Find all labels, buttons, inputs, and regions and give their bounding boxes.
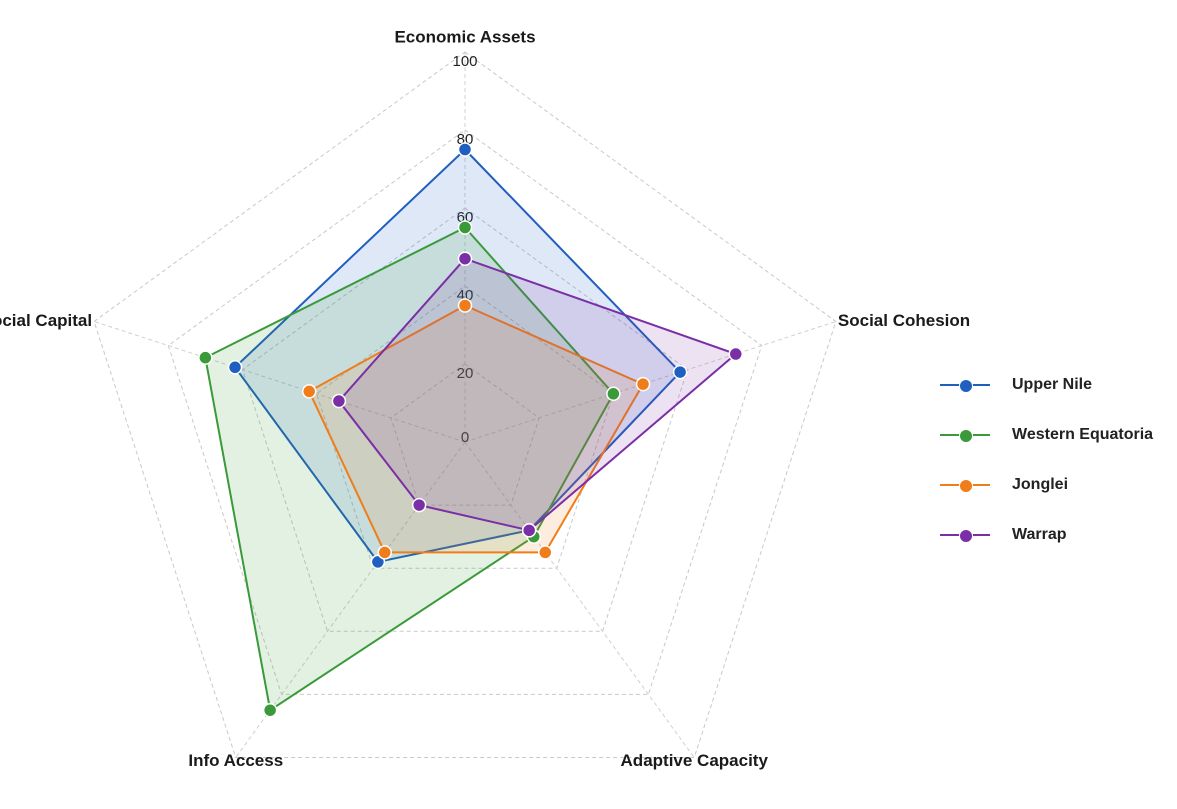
- legend: Upper Nile Western Equatoria Jonglei Warrap: [940, 360, 1153, 560]
- spoke-adaptive-capacity: [464, 441, 695, 758]
- axis-label-economic-assets: Economic Assets: [394, 27, 535, 46]
- tick-label-100: 100: [452, 53, 477, 70]
- point-jonglei-info-access: [377, 545, 393, 560]
- legend-item-jonglei: Jonglei: [940, 460, 1153, 510]
- axis-label-info-access: Info Access: [188, 751, 283, 770]
- series-area-western-equatoria: [204, 226, 615, 712]
- legend-swatch: [940, 476, 990, 494]
- legend-item-upper-nile: Upper Nile: [940, 360, 1153, 410]
- legend-marker: [959, 379, 973, 393]
- legend-label: Jonglei: [1012, 476, 1069, 493]
- axis-label-adaptive-capacity: Adaptive Capacity: [621, 751, 769, 770]
- tick-label-0: 0: [461, 429, 469, 446]
- legend-swatch: [940, 426, 990, 444]
- point-western-equatoria-economic-assets: [457, 220, 473, 235]
- point-warrap-info-access: [411, 497, 427, 513]
- legend-label: Warrap: [1012, 526, 1067, 543]
- point-western-equatoria-social-cohesion: [606, 386, 621, 402]
- legend-label: Upper Nile: [1012, 376, 1093, 393]
- legend-swatch: [940, 526, 990, 544]
- point-jonglei-social-cohesion: [635, 376, 651, 392]
- legend-swatch: [940, 376, 990, 394]
- legend-marker: [959, 479, 973, 493]
- grid-ring-40: [316, 285, 614, 569]
- point-upper-nile-social-cohesion: [672, 364, 688, 380]
- legend-marker: [959, 529, 973, 543]
- point-upper-nile-economic-assets: [457, 142, 473, 157]
- axis-label-social-capital: Social Capital: [0, 311, 92, 330]
- series-area-upper-nile: [233, 148, 682, 564]
- spoke-social-capital: [93, 321, 466, 443]
- legend-item-warrap: Warrap: [940, 510, 1153, 560]
- tick-label-20: 20: [457, 365, 474, 382]
- grid-ring-60: [241, 207, 689, 632]
- point-warrap-social-capital: [331, 393, 347, 409]
- legend-marker: [959, 429, 973, 443]
- axis-label-social-cohesion: Social Cohesion: [838, 311, 970, 330]
- point-jonglei-adaptive-capacity: [537, 545, 553, 560]
- point-jonglei-economic-assets: [457, 298, 473, 313]
- point-western-equatoria-info-access: [262, 702, 278, 718]
- point-jonglei-social-capital: [301, 384, 317, 399]
- point-warrap-economic-assets: [457, 251, 473, 266]
- legend-item-western-equatoria: Western Equatoria: [940, 410, 1153, 460]
- grid-ring-80: [167, 129, 763, 695]
- series-area-jonglei: [307, 304, 645, 554]
- point-warrap-social-cohesion: [728, 346, 744, 362]
- legend-label: Western Equatoria: [1012, 426, 1154, 443]
- series-area-warrap: [337, 257, 738, 532]
- spoke-social-cohesion: [464, 321, 837, 443]
- point-western-equatoria-social-capital: [198, 350, 213, 365]
- point-upper-nile-social-capital: [227, 360, 243, 375]
- point-warrap-adaptive-capacity: [521, 523, 537, 538]
